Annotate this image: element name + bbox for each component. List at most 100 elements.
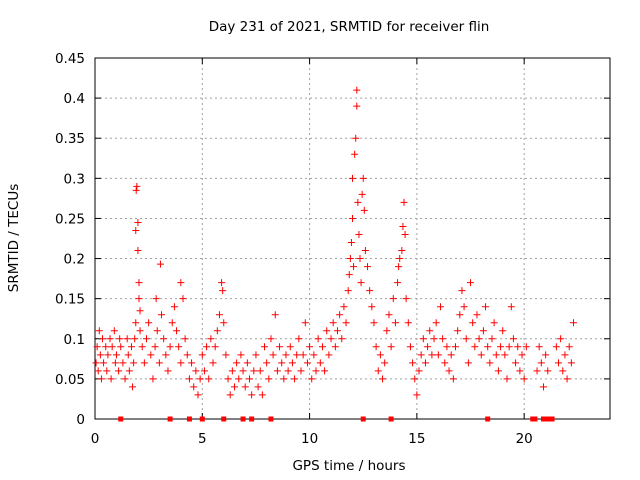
data-point bbox=[263, 359, 271, 367]
data-point bbox=[497, 343, 505, 351]
data-point bbox=[228, 367, 236, 375]
data-point bbox=[462, 335, 470, 343]
data-point bbox=[426, 327, 434, 335]
data-point bbox=[314, 335, 322, 343]
data-point bbox=[361, 247, 369, 255]
data-point bbox=[357, 279, 365, 287]
data-point bbox=[192, 367, 200, 375]
data-point bbox=[460, 303, 468, 311]
data-point bbox=[404, 319, 412, 327]
data-point bbox=[299, 351, 307, 359]
data-point bbox=[155, 359, 163, 367]
data-point bbox=[449, 375, 457, 383]
data-point bbox=[93, 343, 101, 351]
data-point bbox=[557, 335, 565, 343]
data-point bbox=[233, 359, 241, 367]
y-tick-label: 0.35 bbox=[55, 131, 85, 147]
data-point bbox=[312, 367, 320, 375]
data-point bbox=[432, 319, 440, 327]
data-point bbox=[156, 260, 164, 268]
data-point bbox=[327, 335, 335, 343]
data-point bbox=[166, 343, 174, 351]
y-tick-label: 0.1 bbox=[64, 332, 85, 348]
data-point bbox=[499, 327, 507, 335]
data-point bbox=[411, 375, 419, 383]
data-point bbox=[110, 327, 118, 335]
data-point bbox=[220, 319, 228, 327]
data-point bbox=[97, 375, 105, 383]
data-point bbox=[395, 263, 403, 271]
y-tick-label: 0.3 bbox=[64, 171, 85, 187]
data-point bbox=[282, 351, 290, 359]
data-point bbox=[503, 375, 511, 383]
baseline-marker bbox=[199, 416, 205, 422]
data-point bbox=[265, 375, 273, 383]
data-point bbox=[389, 295, 397, 303]
y-tick-label: 0.25 bbox=[55, 211, 85, 227]
data-point bbox=[99, 335, 107, 343]
data-point bbox=[200, 367, 208, 375]
data-point bbox=[342, 319, 350, 327]
data-point bbox=[415, 367, 423, 375]
data-point bbox=[280, 375, 288, 383]
data-point bbox=[409, 359, 417, 367]
data-point bbox=[514, 343, 522, 351]
data-point bbox=[248, 391, 256, 399]
data-point bbox=[399, 222, 407, 230]
data-point bbox=[316, 359, 324, 367]
data-point bbox=[271, 311, 279, 319]
data-point bbox=[471, 343, 479, 351]
data-point bbox=[458, 287, 466, 295]
data-point bbox=[417, 351, 425, 359]
data-point bbox=[111, 359, 119, 367]
data-point bbox=[333, 327, 341, 335]
data-point bbox=[121, 375, 129, 383]
data-point bbox=[147, 351, 155, 359]
data-point bbox=[92, 359, 100, 367]
data-point bbox=[383, 327, 391, 335]
data-point bbox=[95, 327, 103, 335]
data-point bbox=[152, 295, 160, 303]
data-point bbox=[347, 239, 355, 247]
data-point bbox=[486, 359, 494, 367]
data-point bbox=[252, 351, 260, 359]
data-point bbox=[321, 367, 329, 375]
data-point bbox=[102, 343, 110, 351]
data-point bbox=[561, 351, 569, 359]
data-point bbox=[246, 375, 253, 383]
data-point bbox=[537, 359, 545, 367]
data-point bbox=[158, 311, 166, 319]
data-point bbox=[254, 383, 262, 391]
data-point bbox=[400, 198, 408, 206]
data-point bbox=[96, 351, 104, 359]
data-point bbox=[194, 391, 202, 399]
data-point bbox=[181, 335, 189, 343]
data-point bbox=[106, 335, 114, 343]
data-point bbox=[177, 359, 185, 367]
data-point bbox=[168, 319, 176, 327]
x-axis-label: GPS time / hours bbox=[292, 458, 405, 474]
data-points bbox=[92, 86, 578, 399]
data-point bbox=[381, 359, 389, 367]
data-point bbox=[360, 206, 368, 214]
data-point bbox=[175, 343, 183, 351]
data-point bbox=[490, 319, 498, 327]
data-point bbox=[273, 367, 281, 375]
data-point bbox=[352, 134, 360, 142]
data-point bbox=[185, 375, 193, 383]
data-point bbox=[241, 383, 249, 391]
chart-title: Day 231 of 2021, SRMTID for receiver fli… bbox=[209, 19, 490, 35]
data-point bbox=[267, 335, 275, 343]
data-point bbox=[559, 367, 567, 375]
data-point bbox=[358, 190, 366, 198]
data-point bbox=[340, 303, 348, 311]
data-point bbox=[131, 335, 139, 343]
y-tick-label: 0.15 bbox=[55, 292, 85, 308]
data-point bbox=[421, 359, 429, 367]
data-point bbox=[136, 327, 144, 335]
data-point bbox=[402, 295, 410, 303]
data-point bbox=[346, 255, 354, 263]
data-point bbox=[512, 359, 520, 367]
data-point bbox=[413, 391, 421, 399]
